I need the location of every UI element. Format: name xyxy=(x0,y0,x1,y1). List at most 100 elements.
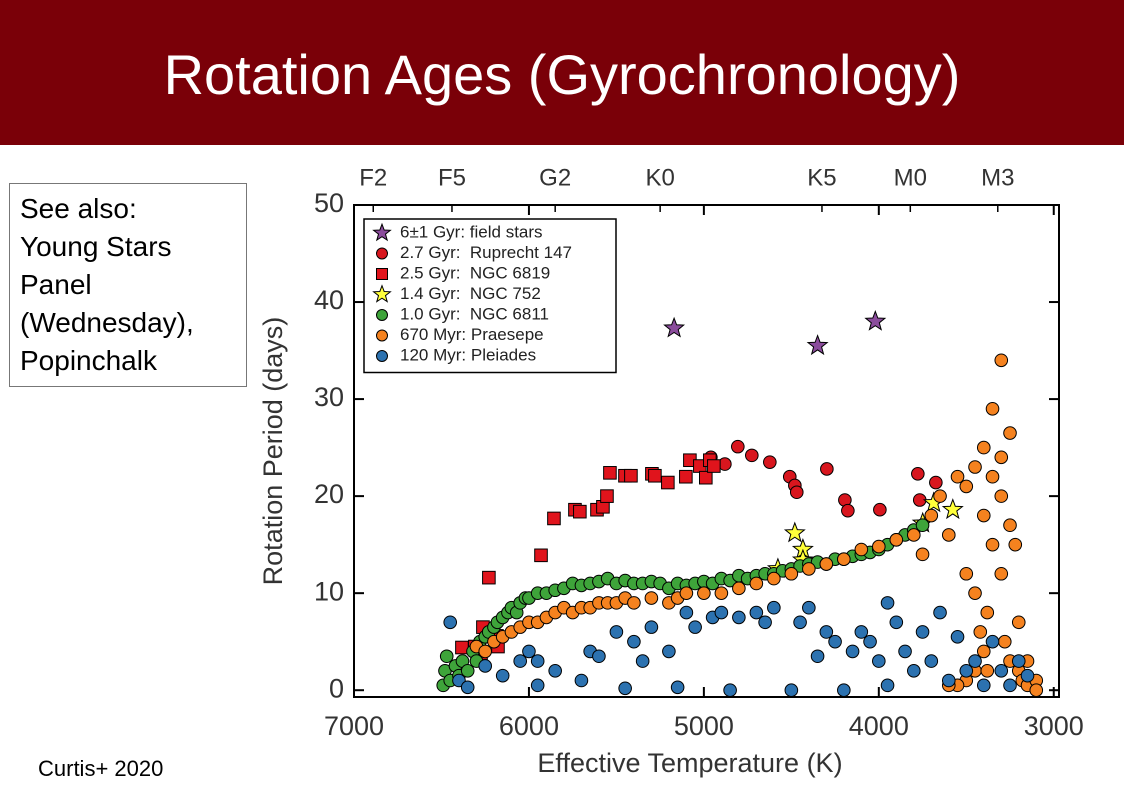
circle-marker xyxy=(837,683,851,698)
circle-marker xyxy=(872,654,886,668)
circle-marker xyxy=(784,683,799,698)
square-marker xyxy=(699,470,713,485)
circle-marker xyxy=(941,673,956,688)
circle-marker xyxy=(819,557,834,571)
circle-marker xyxy=(618,681,632,696)
square-marker xyxy=(534,548,548,563)
circle-marker xyxy=(767,600,781,615)
circle-marker xyxy=(697,586,711,600)
top-tick-label: G2 xyxy=(539,164,571,191)
circle-marker xyxy=(872,539,886,554)
circle-marker xyxy=(495,668,510,683)
square-marker xyxy=(600,489,614,503)
legend-marker xyxy=(376,268,388,280)
circle-marker xyxy=(845,644,860,659)
circle-marker xyxy=(994,450,1009,465)
top-tick-label: M3 xyxy=(981,164,1014,191)
circle-marker xyxy=(513,654,527,668)
circle-marker xyxy=(723,683,737,698)
circle-marker xyxy=(924,508,939,523)
circle-marker xyxy=(973,625,988,639)
circle-marker xyxy=(731,439,745,454)
circle-marker xyxy=(911,467,925,481)
note-line: (Wednesday), xyxy=(20,307,194,338)
circle-marker xyxy=(732,581,746,596)
x-tick-label: 6000 xyxy=(499,711,559,741)
circle-marker xyxy=(1011,654,1026,668)
circle-marker xyxy=(994,489,1009,503)
circle-marker xyxy=(976,644,991,659)
legend-marker xyxy=(376,350,388,362)
top-tick-label: K5 xyxy=(807,164,836,191)
circle-marker xyxy=(968,460,982,474)
y-tick-label: 50 xyxy=(314,188,344,218)
circle-marker xyxy=(854,542,869,557)
circle-marker xyxy=(745,448,759,463)
circle-marker xyxy=(574,673,589,688)
circle-marker xyxy=(609,625,624,639)
note-line: Young Stars xyxy=(20,231,172,262)
y-tick-label: 20 xyxy=(314,479,344,509)
star-marker xyxy=(864,309,887,331)
circle-marker xyxy=(530,654,545,668)
circle-marker xyxy=(959,479,974,494)
star-marker xyxy=(941,498,964,520)
circle-marker xyxy=(443,615,458,630)
x-tick-label: 5000 xyxy=(674,711,734,741)
header: Rotation Ages (Gyrochronology) xyxy=(0,0,1124,145)
circle-marker xyxy=(950,630,965,644)
circle-marker xyxy=(837,552,851,567)
circle-marker xyxy=(997,634,1012,649)
circle-marker xyxy=(460,680,475,695)
circle-marker xyxy=(688,620,702,634)
circle-marker xyxy=(732,610,746,625)
circle-marker xyxy=(976,440,991,455)
circle-marker xyxy=(854,625,869,639)
square-marker xyxy=(624,468,638,483)
circle-marker xyxy=(976,678,991,693)
circle-marker xyxy=(478,659,493,673)
y-axis-label: Rotation Period (days) xyxy=(258,317,288,586)
circle-marker xyxy=(980,605,995,620)
x-tick-label: 4000 xyxy=(849,711,909,741)
legend-label: 6±1 Gyr: field stars xyxy=(400,222,543,241)
star-marker xyxy=(783,521,806,543)
y-tick-label: 0 xyxy=(329,673,344,703)
legend-marker xyxy=(376,309,388,321)
x-axis-label: Effective Temperature (K) xyxy=(537,748,842,778)
circle-marker xyxy=(994,663,1009,678)
circle-marker xyxy=(627,596,641,610)
legend-box xyxy=(363,218,617,374)
circle-marker xyxy=(959,663,974,678)
circle-marker xyxy=(873,502,887,517)
square-marker xyxy=(661,475,675,490)
circle-marker xyxy=(985,469,1000,484)
circle-marker xyxy=(929,475,943,490)
circle-marker xyxy=(810,649,825,664)
legend-marker xyxy=(372,284,392,303)
square-marker xyxy=(482,570,496,585)
top-tick-label: M0 xyxy=(894,164,927,191)
top-tick-label: F5 xyxy=(438,164,466,191)
legend-label: 120 Myr: Pleiades xyxy=(400,345,536,364)
square-marker xyxy=(603,466,617,480)
circle-marker xyxy=(985,634,1000,649)
circle-marker xyxy=(924,654,939,668)
note-box: See also: Young Stars Panel (Wednesday), Pop… xyxy=(9,183,247,387)
circle-marker xyxy=(679,605,694,620)
circle-marker xyxy=(784,566,799,581)
circle-marker xyxy=(994,353,1009,368)
circle-marker xyxy=(907,663,921,678)
circle-marker xyxy=(548,663,562,678)
circle-marker xyxy=(644,620,659,634)
circle-marker xyxy=(889,615,904,630)
legend-label: 1.4 Gyr: NGC 752 xyxy=(400,284,541,303)
legend-label: 2.7 Gyr: Ruprecht 147 xyxy=(400,243,572,262)
circle-marker xyxy=(439,649,454,664)
square-marker xyxy=(707,459,721,473)
circle-marker xyxy=(802,562,816,576)
circle-marker xyxy=(644,591,659,605)
circle-marker xyxy=(968,654,982,668)
